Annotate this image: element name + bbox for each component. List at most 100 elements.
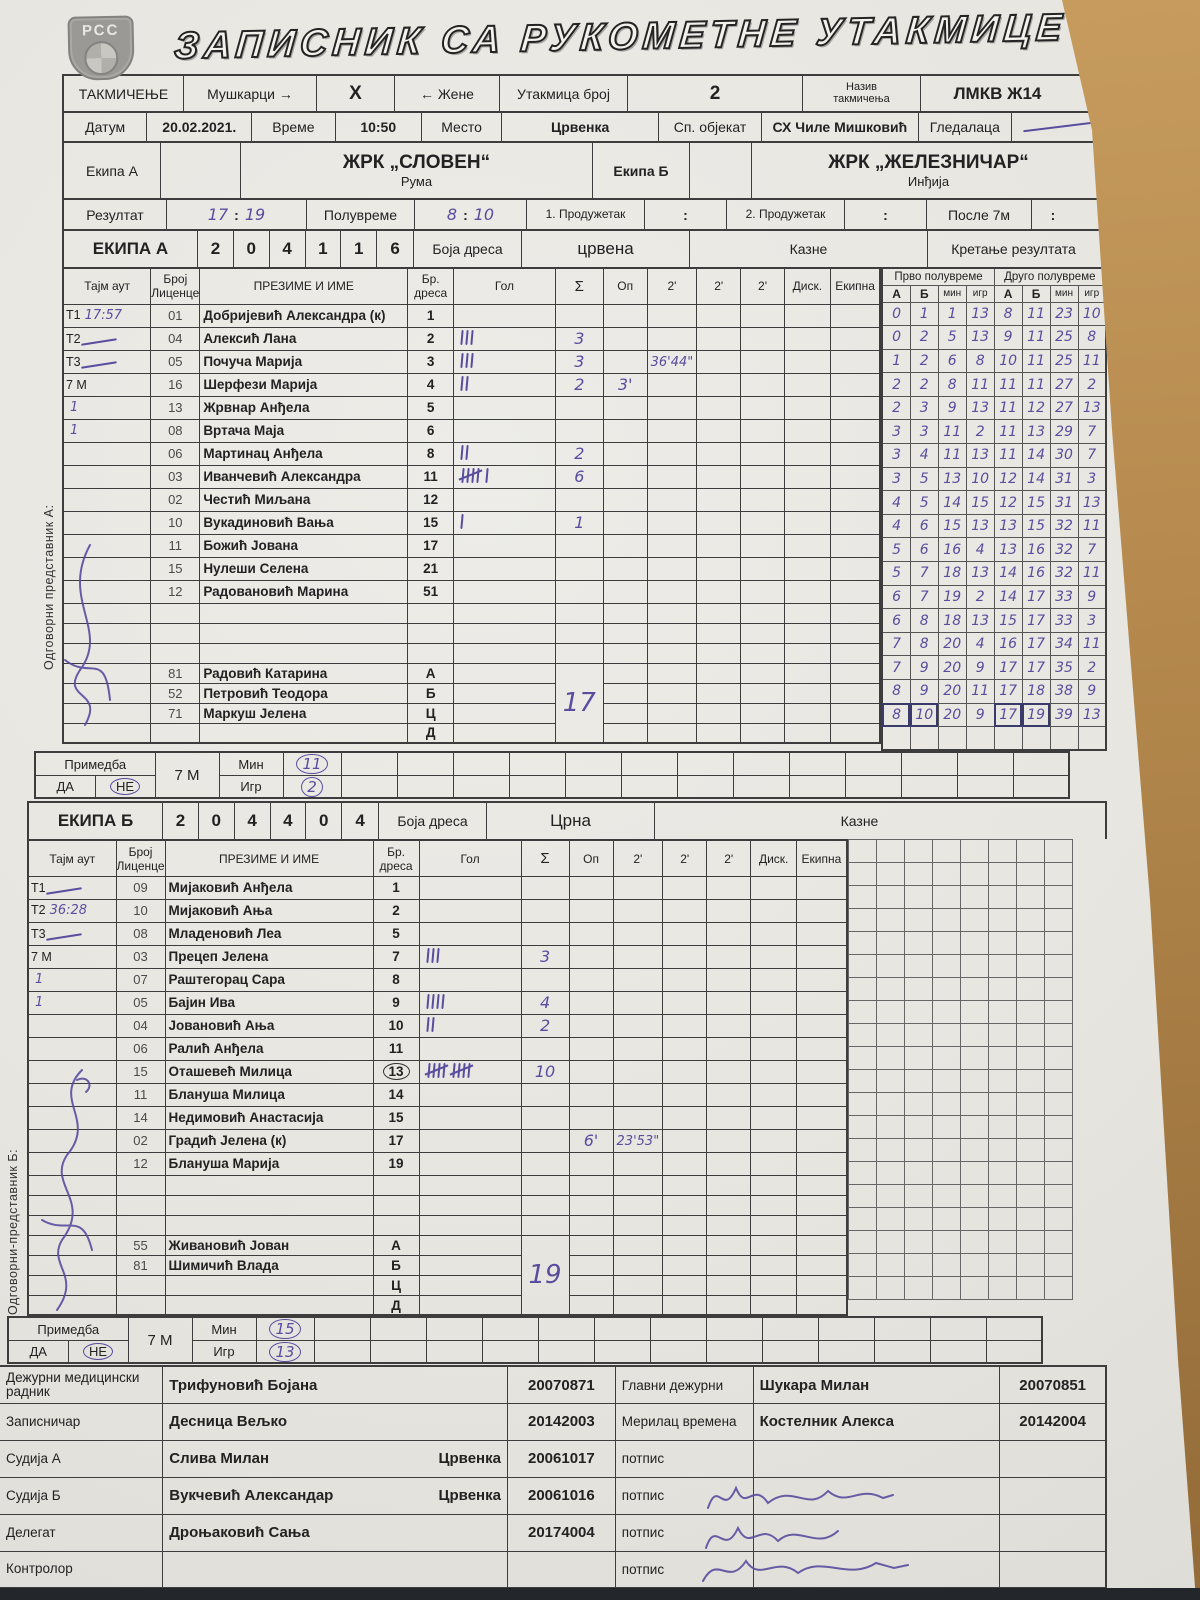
empty-grid-row [847,1138,1073,1163]
empty-grid-cell [847,885,877,910]
score-cell: 11 [965,372,995,397]
handwritten-value: 7 [892,659,902,676]
handwritten-value: 11 [999,376,1018,393]
handwritten-value: 16 [999,636,1018,653]
disqualification-cell [783,418,831,443]
table-edge [0,1588,1200,1600]
two-min-cell [740,702,785,724]
player-name: Добријевић Александра (к) [199,303,409,328]
score-cell: 13 [1077,490,1107,515]
handwritten-value: 18 [943,565,962,582]
team-penalty-cell [829,510,881,535]
goal-sum-cell: 3 [554,326,604,351]
two-min-cell [696,579,742,604]
score-row: 0 1 1 13 8 11 23 10 [881,301,1107,327]
score-cell [937,726,967,751]
player-name [164,1174,374,1196]
dress-number: 11 [407,464,455,489]
official-code: 20174004 [506,1513,616,1552]
empty-grid-cell [847,839,877,864]
right-role-label: потпис [614,1476,754,1515]
empty-grid-cell [1043,977,1073,1002]
score-cell: 18 [1021,679,1051,704]
two-min-cell [706,1059,752,1084]
empty-grid-cell [903,1161,933,1186]
empty-grid-cell [931,885,961,910]
score-cell: 11 [965,679,995,704]
two-min-cell [662,1234,708,1256]
handwritten-value: 1 [947,305,957,322]
dress-number-value: 6 [426,423,435,438]
handwritten-value: 2 [574,444,585,463]
two-min-cell [706,1151,752,1176]
player-name: Блануша Марија [164,1151,374,1176]
empty-cell [564,774,622,799]
score-cell: 3 [1077,466,1107,492]
dress-number: 14 [372,1082,420,1107]
score-cell: 13 [965,395,995,421]
team-penalty-cell [796,1036,848,1061]
handwritten-value: 4 [539,993,551,1013]
two-min-cell [662,1082,708,1107]
player-row: Т2 36:28 10 Мијаковић Ања 2 [27,898,848,923]
timeout-cell [27,1214,117,1236]
score-cell: 10 [993,348,1023,374]
goal-sum-cell: 2 [554,441,604,466]
disqualification-cell [750,1214,798,1236]
spectators-dash-mark [1023,121,1094,133]
handwritten-value: 5 [892,541,902,558]
score-cell: 17 [1021,584,1051,610]
score-cell: 9 [1077,584,1107,610]
empty-grid-cell [847,1184,877,1209]
empty-cell [705,1316,763,1341]
score-cell: 17 [1021,631,1051,657]
goal-sum-cell: 3 [554,349,604,374]
remark-table: Примедба 7 М Мин 11 ДА НЕ Игр 2 [34,751,1070,800]
license-header: Број Лиценце [150,267,201,305]
handwritten-value: 30 [1055,447,1073,464]
empty-grid-cell [987,1184,1017,1209]
handwritten-value: 5 [892,565,902,582]
code-digit: 0 [234,231,270,267]
score-cell: 9 [909,679,939,704]
warning-cell [602,602,648,624]
empty-grid-cell [903,1046,933,1071]
handwritten-value: 6 [892,588,902,605]
timeout-cell [27,1151,117,1176]
officials-table: Дежурни медицински радник Трифуновић Боја… [0,1365,1107,1590]
remark-row: ДА НЕ Игр 13 [7,1339,1043,1364]
two-min-cell [696,533,742,558]
handwritten-value: 3 [892,423,902,440]
player-row: 06 Ралић Анђела 11 [27,1036,848,1061]
license-number [115,1194,166,1216]
goal-sum-cell [520,898,570,923]
score-cell: 11 [1077,561,1107,586]
empty-grid-cell [987,1115,1017,1140]
dress-number-value: 14 [388,1087,404,1103]
min-label: Мин [218,751,284,776]
empty-grid-cell [903,1184,933,1209]
handwritten-value: 8 [1003,305,1013,322]
two-min-cell [662,967,708,992]
goal-sum-cell [520,967,570,992]
handwritten-value: 8 [1087,329,1097,346]
empty-cell [732,774,790,799]
handwritten-value: 4 [975,636,985,653]
handwritten-value: 2 [975,588,985,605]
license-number: 05 [115,990,166,1015]
right-role-label: Мерилац времена [614,1402,754,1441]
two-min-cell [696,602,742,624]
no-circled: НЕ [82,1343,114,1361]
score-row: 0 2 5 13 9 11 25 8 [881,325,1107,350]
handwritten-value: 25 [1055,329,1073,346]
empty-grid-cell [903,1115,933,1140]
score-cell: 16 [1021,537,1051,563]
handwritten-value: 17 [999,706,1018,723]
timeout-cell [27,1013,117,1038]
team-penalty-cell [829,602,881,624]
player-name: Ралић Анђела [164,1036,374,1061]
official-name [164,1274,374,1296]
empty-grid-cell [987,1023,1017,1048]
score-row: 4 6 15 13 13 15 32 11 [881,513,1107,539]
empty-cell [844,774,902,799]
